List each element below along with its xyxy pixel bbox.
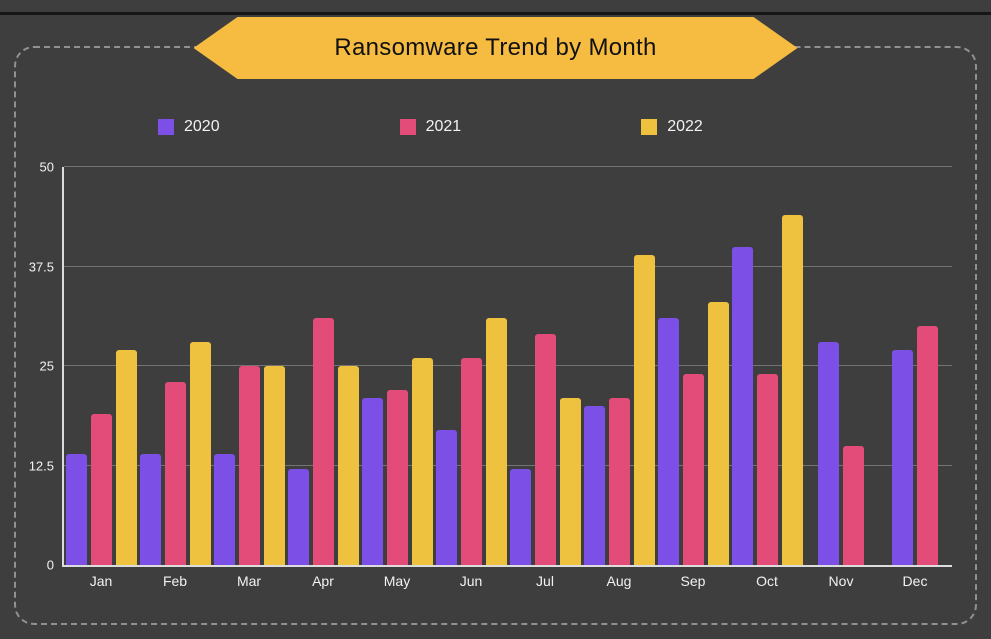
bar-2022-aug xyxy=(633,254,655,565)
bar-2022-jun xyxy=(485,318,507,565)
bar-2020-may xyxy=(361,397,383,565)
bar-2022-oct xyxy=(781,214,803,565)
bar-2020-jul xyxy=(509,469,531,565)
bar-2020-sep xyxy=(657,318,679,565)
bar-2021-mar xyxy=(238,366,260,565)
bar-group-nov xyxy=(804,167,878,565)
bars xyxy=(64,167,952,565)
bar-group-may xyxy=(360,167,434,565)
gridlines xyxy=(64,166,952,565)
legend-swatch-2022 xyxy=(641,119,658,135)
gridline-25 xyxy=(64,365,952,366)
bar-2021-sep xyxy=(682,373,704,565)
x-axis-label-aug: Aug xyxy=(606,573,632,589)
bar-2021-oct xyxy=(756,373,778,565)
bar-group-mar xyxy=(212,167,286,565)
bar-2020-mar xyxy=(213,453,235,565)
bar-chart-plot-area: 0 12.5 25 37.5 50 Jan Feb Mar Apr May Jun Jul Aug Se… xyxy=(29,160,952,589)
bar-2022-mar xyxy=(263,366,285,565)
top-divider xyxy=(0,12,991,15)
bar-2022-jan xyxy=(115,350,137,565)
bar-2022-jul xyxy=(559,397,581,565)
bar-2022-sep xyxy=(707,302,729,565)
bar-group-jun xyxy=(434,167,508,565)
x-axis-label-mar: Mar xyxy=(236,573,262,589)
legend: 2020 2021 2022 xyxy=(158,118,703,136)
bar-group-jan xyxy=(64,167,138,565)
bar-2020-oct xyxy=(731,246,753,565)
bar-group-jul xyxy=(508,167,582,565)
gridline-37.5 xyxy=(64,265,952,267)
bar-2021-dec xyxy=(917,326,938,565)
title-banner: Ransomware Trend by Month xyxy=(194,17,798,79)
bar-2020-feb xyxy=(139,453,161,565)
bar-2020-aug xyxy=(583,405,605,565)
x-axis-label-nov: Nov xyxy=(828,573,854,589)
gridline-12.5 xyxy=(64,464,952,466)
x-axis-label-sep: Sep xyxy=(680,573,706,589)
x-axis-labels: Jan Feb Mar Apr May Jun Jul Aug Sep Oct Nov Dec xyxy=(64,573,952,589)
bar-group-apr xyxy=(286,167,360,565)
bar-2021-feb xyxy=(164,381,186,565)
y-tick-label-50: 50 xyxy=(39,159,54,175)
legend-item-2022[interactable]: 2022 xyxy=(641,118,703,136)
bar-2021-aug xyxy=(608,397,630,565)
bar-group-oct xyxy=(730,167,804,565)
x-axis-label-dec: Dec xyxy=(902,573,928,589)
bar-2020-nov xyxy=(818,342,839,565)
bar-2022-feb xyxy=(189,342,211,565)
legend-swatch-2021 xyxy=(399,119,416,135)
bar-2021-apr xyxy=(312,318,334,565)
bar-2020-jun xyxy=(435,429,457,565)
legend-label-2020: 2020 xyxy=(184,118,220,135)
y-tick-label-25: 25 xyxy=(39,358,54,374)
bar-2020-jan xyxy=(65,453,87,565)
legend-label-2022: 2022 xyxy=(667,118,703,135)
y-tick-label-12.5: 12.5 xyxy=(28,458,54,473)
bar-2021-jul xyxy=(534,334,556,565)
x-axis-label-jul: Jul xyxy=(536,573,554,589)
bar-2021-jan xyxy=(90,413,112,565)
bar-group-sep xyxy=(656,167,730,565)
bar-group-feb xyxy=(138,167,212,565)
bar-2022-may xyxy=(411,358,433,565)
bar-2021-may xyxy=(386,389,408,565)
bar-2021-nov xyxy=(843,445,864,565)
bar-2021-jun xyxy=(460,358,482,565)
gridline-50 xyxy=(64,166,952,167)
bar-2020-dec xyxy=(892,350,913,565)
x-axis-label-jan: Jan xyxy=(89,573,113,589)
x-axis-label-apr: Apr xyxy=(312,573,334,589)
x-axis-label-jun: Jun xyxy=(459,573,483,589)
bar-group-dec xyxy=(878,167,952,565)
legend-swatch-2020 xyxy=(158,119,174,135)
x-axis-label-oct: Oct xyxy=(756,573,778,589)
legend-item-2021[interactable]: 2021 xyxy=(399,118,462,136)
y-tick-label-37.5: 37.5 xyxy=(28,259,54,274)
x-axis-label-may: May xyxy=(383,573,411,589)
chart-title: Ransomware Trend by Month xyxy=(334,34,657,61)
bar-2020-apr xyxy=(287,469,309,565)
legend-item-2020[interactable]: 2020 xyxy=(158,118,220,136)
bar-group-aug xyxy=(582,167,656,565)
bar-2022-apr xyxy=(337,366,359,565)
legend-label-2021: 2021 xyxy=(425,118,462,135)
y-tick-label-0: 0 xyxy=(46,557,54,573)
x-axis-label-feb: Feb xyxy=(162,573,188,589)
